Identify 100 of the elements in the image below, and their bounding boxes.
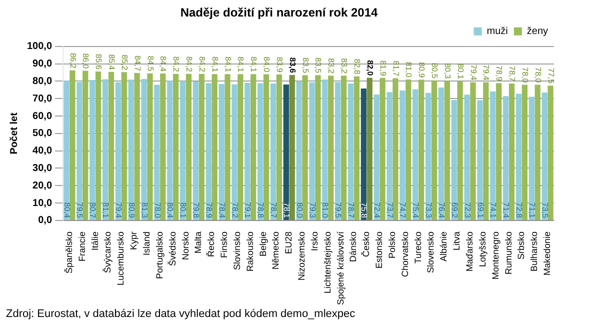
data-label: 78,4 bbox=[217, 202, 226, 219]
data-label: 78,9 bbox=[494, 66, 504, 82]
data-label: 82,0 bbox=[365, 60, 374, 76]
bar bbox=[232, 84, 238, 220]
bar bbox=[238, 74, 244, 220]
bar bbox=[464, 94, 470, 220]
x-tick-label: Rakousko bbox=[244, 231, 255, 272]
data-label: 74,7 bbox=[398, 202, 408, 219]
x-tick-label: Bulharsko bbox=[529, 231, 540, 272]
bar bbox=[224, 74, 230, 220]
data-label: 81,1 bbox=[101, 202, 110, 219]
data-label: 82,8 bbox=[352, 58, 362, 75]
data-label: 78,0 bbox=[152, 202, 162, 219]
bar bbox=[276, 74, 282, 220]
y-tick-label: 90,0 bbox=[32, 58, 52, 70]
bar bbox=[360, 88, 367, 220]
x-tick-label: Lucembursko bbox=[116, 231, 126, 286]
data-label: 84,1 bbox=[210, 56, 220, 73]
data-label: 83,2 bbox=[326, 58, 336, 74]
x-tick-label: Belgie bbox=[258, 231, 268, 256]
chart-title: Naděje dožití při narození rok 2014 bbox=[180, 6, 378, 20]
x-tick-label: Řecko bbox=[206, 231, 216, 257]
x-tick-label: Portugalsko bbox=[154, 231, 164, 279]
data-label: 74,1 bbox=[488, 202, 498, 219]
data-label: 83,5 bbox=[300, 58, 310, 74]
data-label: 72,3 bbox=[462, 202, 472, 219]
bar bbox=[412, 89, 418, 220]
x-tick-label: Srbsko bbox=[516, 231, 526, 260]
data-label: 80,1 bbox=[178, 202, 188, 219]
y-tick-label: 80,0 bbox=[32, 76, 52, 87]
bar bbox=[147, 73, 153, 220]
data-label: 86,2 bbox=[68, 52, 78, 69]
data-label: 83,2 bbox=[340, 58, 349, 74]
bar bbox=[244, 82, 250, 220]
x-tick-label: Dánsko bbox=[348, 231, 358, 262]
x-tick-label: Finsko bbox=[219, 231, 230, 258]
data-label: 79,5 bbox=[334, 202, 343, 219]
bar bbox=[76, 82, 82, 220]
bar bbox=[270, 83, 276, 220]
bar bbox=[335, 82, 341, 220]
data-label: 81,3 bbox=[140, 202, 149, 219]
data-label: 78,0 bbox=[520, 67, 530, 84]
x-tick-label: Slovensko bbox=[426, 231, 436, 273]
bar bbox=[283, 84, 289, 220]
x-tick-label: Lichtenštejnsko bbox=[322, 231, 332, 294]
bar bbox=[192, 82, 199, 220]
bar bbox=[457, 81, 463, 220]
x-tick-label: Estonsko bbox=[374, 231, 384, 268]
x-tick-label: Montenegro bbox=[490, 231, 500, 280]
bar bbox=[328, 76, 334, 220]
bar bbox=[418, 80, 424, 220]
data-label: 73,3 bbox=[424, 202, 434, 219]
bar bbox=[548, 86, 554, 220]
bar bbox=[542, 92, 548, 220]
x-tick-label: Německo bbox=[270, 231, 281, 270]
bar bbox=[431, 80, 438, 220]
x-tick-label: Česko bbox=[361, 231, 372, 257]
x-tick-label: Spojené království bbox=[335, 230, 346, 306]
bar bbox=[257, 83, 264, 220]
bar bbox=[340, 76, 347, 220]
data-label: 85,4 bbox=[107, 54, 116, 70]
bar bbox=[206, 83, 212, 220]
bar bbox=[425, 92, 432, 220]
data-label: 84,5 bbox=[146, 56, 155, 72]
y-tick-label: 0,0 bbox=[38, 215, 52, 226]
data-label: 83,5 bbox=[314, 58, 323, 74]
x-tick-label: Malta bbox=[193, 231, 204, 254]
y-tick-label: 50,0 bbox=[32, 128, 52, 140]
data-label: 80,1 bbox=[456, 63, 465, 80]
bar bbox=[263, 74, 270, 220]
bar bbox=[490, 91, 496, 220]
data-label: 80,4 bbox=[62, 202, 72, 219]
data-label: 71,4 bbox=[502, 202, 511, 219]
bar bbox=[438, 87, 444, 220]
y-tick-label: 100,0 bbox=[26, 41, 52, 52]
bar bbox=[496, 83, 502, 220]
data-label: 80,4 bbox=[166, 202, 175, 219]
data-label: 86,0 bbox=[81, 53, 90, 70]
data-label: 69,1 bbox=[476, 202, 485, 219]
data-label: 75,8 bbox=[359, 202, 368, 219]
bar bbox=[64, 80, 70, 220]
data-label: 80,3 bbox=[442, 63, 452, 80]
x-tick-label: Švýcarsko bbox=[102, 231, 113, 273]
bar bbox=[90, 80, 96, 220]
data-label: 72,8 bbox=[514, 202, 524, 219]
bar bbox=[374, 94, 380, 220]
y-tick-label: 70,0 bbox=[32, 93, 52, 104]
data-label: 80,9 bbox=[417, 62, 426, 78]
bar bbox=[315, 75, 321, 220]
data-label: 79,1 bbox=[243, 202, 252, 219]
data-label: 78,2 bbox=[230, 202, 240, 219]
bar bbox=[180, 81, 186, 220]
data-label: 69,2 bbox=[450, 202, 459, 219]
data-label: 79,8 bbox=[192, 202, 201, 219]
data-label: 78,0 bbox=[533, 67, 542, 84]
x-tick-label: EU28 bbox=[284, 231, 294, 254]
y-tick-label: 30,0 bbox=[32, 162, 52, 174]
data-label: 73,5 bbox=[540, 202, 550, 219]
bar bbox=[296, 81, 302, 220]
bar bbox=[154, 84, 160, 220]
